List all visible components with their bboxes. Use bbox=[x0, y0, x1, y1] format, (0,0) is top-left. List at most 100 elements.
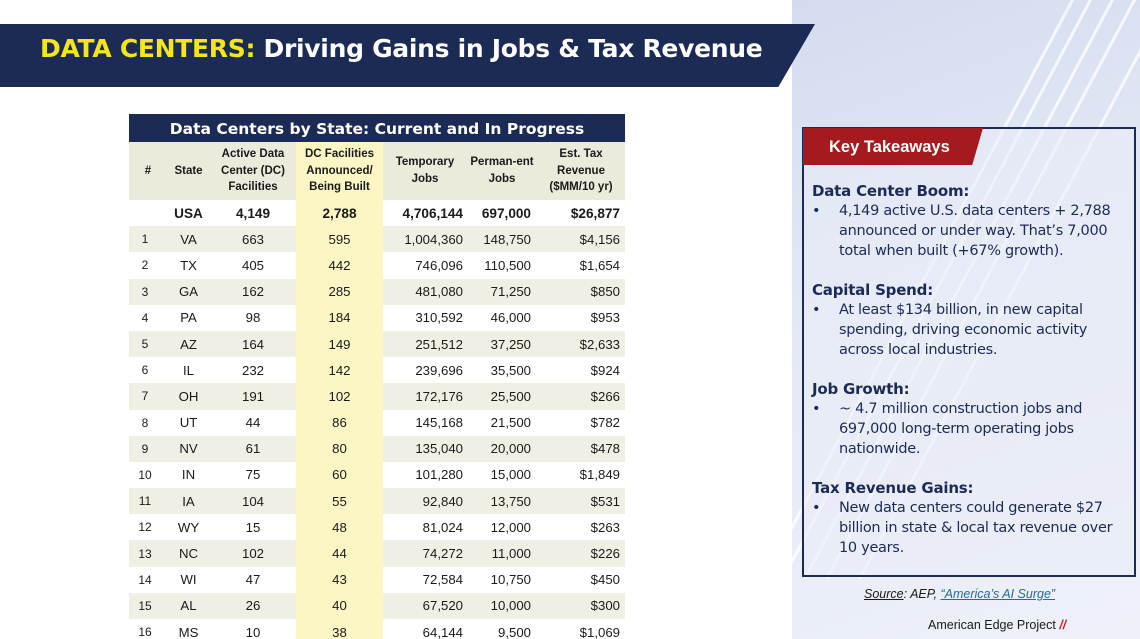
cell-perm-jobs: 10,750 bbox=[467, 566, 537, 593]
cell-rank: 5 bbox=[129, 330, 167, 358]
cell-temp-jobs: 4,706,144 bbox=[383, 200, 467, 227]
table-row: 6 IL 232 142 239,696 35,500 $924 bbox=[129, 357, 625, 384]
cell-active: 104 bbox=[210, 488, 296, 515]
table-row: 4 PA 98 184 310,592 46,000 $953 bbox=[129, 304, 625, 331]
table-row: 10 IN 75 60 101,280 15,000 $1,849 bbox=[129, 461, 625, 489]
cell-state: NV bbox=[167, 435, 210, 462]
cell-announced: 43 bbox=[296, 566, 383, 593]
cell-temp-jobs: 67,520 bbox=[383, 592, 467, 619]
table-row: 2 TX 405 442 746,096 110,500 $1,654 bbox=[129, 252, 625, 279]
cell-temp-jobs: 81,024 bbox=[383, 514, 467, 541]
source-link[interactable]: “America’s AI Surge” bbox=[940, 587, 1056, 601]
cell-active: 10 bbox=[210, 619, 296, 639]
takeaway-heading: Job Growth: bbox=[812, 380, 910, 398]
header-perm-jobs: Perman-ent Jobs bbox=[467, 142, 537, 200]
cell-perm-jobs: 110,500 bbox=[467, 252, 537, 279]
cell-state: AL bbox=[167, 592, 210, 619]
cell-temp-jobs: 64,144 bbox=[383, 619, 467, 639]
takeaway-heading: Tax Revenue Gains: bbox=[812, 479, 974, 497]
cell-temp-jobs: 101,280 bbox=[383, 461, 467, 489]
cell-announced: 442 bbox=[296, 252, 383, 279]
cell-active: 164 bbox=[210, 330, 296, 358]
key-takeaways-title: Key Takeaways bbox=[803, 128, 983, 165]
cell-active: 47 bbox=[210, 566, 296, 593]
cell-state: TX bbox=[167, 252, 210, 279]
cell-perm-jobs: 13,750 bbox=[467, 488, 537, 515]
table-title: Data Centers by State: Current and In Pr… bbox=[129, 114, 625, 142]
takeaway-bullet: • New data centers could generate $27 bil… bbox=[812, 500, 1113, 556]
cell-temp-jobs: 746,096 bbox=[383, 252, 467, 279]
cell-tax: $300 bbox=[537, 592, 625, 619]
table-row: 3 GA 162 285 481,080 71,250 $850 bbox=[129, 278, 625, 305]
cell-active: 61 bbox=[210, 435, 296, 462]
cell-state: AZ bbox=[167, 330, 210, 358]
table-row: 13 NC 102 44 74,272 11,000 $226 bbox=[129, 540, 625, 567]
cell-state: IA bbox=[167, 488, 210, 515]
takeaway-heading: Capital Spend: bbox=[812, 281, 933, 299]
cell-temp-jobs: 74,272 bbox=[383, 540, 467, 567]
cell-active: 162 bbox=[210, 278, 296, 305]
cell-announced: 184 bbox=[296, 304, 383, 331]
cell-perm-jobs: 697,000 bbox=[467, 200, 537, 227]
cell-active: 15 bbox=[210, 514, 296, 541]
cell-rank: 4 bbox=[129, 304, 167, 331]
header-temp-jobs: Temporary Jobs bbox=[383, 142, 467, 200]
table-row: 1 VA 663 595 1,004,360 148,750 $4,156 bbox=[129, 226, 625, 253]
table-row: 14 WI 47 43 72,584 10,750 $450 bbox=[129, 566, 625, 593]
table-row: 7 OH 191 102 172,176 25,500 $266 bbox=[129, 383, 625, 410]
cell-temp-jobs: 1,004,360 bbox=[383, 226, 467, 253]
cell-announced: 80 bbox=[296, 435, 383, 462]
table-row: 12 WY 15 48 81,024 12,000 $263 bbox=[129, 514, 625, 541]
brand-name: American Edge Project bbox=[928, 618, 1060, 632]
cell-perm-jobs: 20,000 bbox=[467, 435, 537, 462]
page-title: DATA CENTERS: Driving Gains in Jobs & Ta… bbox=[40, 34, 763, 74]
data-centers-table: Data Centers by State: Current and In Pr… bbox=[129, 114, 625, 639]
cell-tax: $26,877 bbox=[537, 200, 625, 227]
cell-active: 4,149 bbox=[210, 200, 296, 227]
cell-announced: 102 bbox=[296, 383, 383, 410]
cell-perm-jobs: 37,250 bbox=[467, 330, 537, 358]
table-header-row: # State Active Data Center (DC) Faciliti… bbox=[129, 142, 625, 200]
cell-state: UT bbox=[167, 409, 210, 436]
table-row-usa: USA 4,149 2,788 4,706,144 697,000 $26,87… bbox=[129, 200, 625, 227]
cell-state: IN bbox=[167, 461, 210, 489]
cell-announced: 2,788 bbox=[296, 200, 383, 227]
cell-tax: $1,654 bbox=[537, 252, 625, 279]
cell-active: 102 bbox=[210, 540, 296, 567]
cell-perm-jobs: 12,000 bbox=[467, 514, 537, 541]
cell-tax: $478 bbox=[537, 435, 625, 462]
cell-state: GA bbox=[167, 278, 210, 305]
state-table: # State Active Data Center (DC) Faciliti… bbox=[129, 142, 625, 639]
cell-tax: $4,156 bbox=[537, 226, 625, 253]
cell-temp-jobs: 251,512 bbox=[383, 330, 467, 358]
table-row: 11 IA 104 55 92,840 13,750 $531 bbox=[129, 488, 625, 515]
cell-announced: 40 bbox=[296, 592, 383, 619]
cell-temp-jobs: 239,696 bbox=[383, 357, 467, 384]
cell-tax: $226 bbox=[537, 540, 625, 567]
header-active: Active Data Center (DC) Facilities bbox=[210, 142, 296, 200]
cell-rank: 11 bbox=[129, 488, 167, 515]
cell-tax: $924 bbox=[537, 357, 625, 384]
title-rest: Driving Gains in Jobs & Tax Revenue bbox=[255, 34, 763, 63]
cell-perm-jobs: 15,000 bbox=[467, 461, 537, 489]
cell-temp-jobs: 72,584 bbox=[383, 566, 467, 593]
cell-state: WY bbox=[167, 514, 210, 541]
cell-rank: 13 bbox=[129, 540, 167, 567]
takeaway-section: Data Center Boom: • 4,149 active U.S. dat… bbox=[812, 181, 1134, 261]
takeaway-section: Capital Spend: • At least $134 billion, i… bbox=[812, 280, 1134, 360]
cell-perm-jobs: 21,500 bbox=[467, 409, 537, 436]
table-row: 16 MS 10 38 64,144 9,500 $1,069 bbox=[129, 619, 625, 639]
cell-tax: $850 bbox=[537, 278, 625, 305]
source-label: Source bbox=[864, 587, 904, 601]
cell-perm-jobs: 148,750 bbox=[467, 226, 537, 253]
brand-mark: // bbox=[1059, 618, 1067, 632]
title-banner bbox=[0, 24, 815, 87]
table-row: 8 UT 44 86 145,168 21,500 $782 bbox=[129, 409, 625, 436]
cell-temp-jobs: 481,080 bbox=[383, 278, 467, 305]
source-citation: Source: AEP, “America’s AI Surge” bbox=[864, 587, 1055, 601]
cell-temp-jobs: 135,040 bbox=[383, 435, 467, 462]
cell-tax: $2,633 bbox=[537, 330, 625, 358]
header-tax: Est. Tax Revenue ($MM/10 yr) bbox=[537, 142, 625, 200]
cell-active: 44 bbox=[210, 409, 296, 436]
cell-rank: 9 bbox=[129, 435, 167, 462]
